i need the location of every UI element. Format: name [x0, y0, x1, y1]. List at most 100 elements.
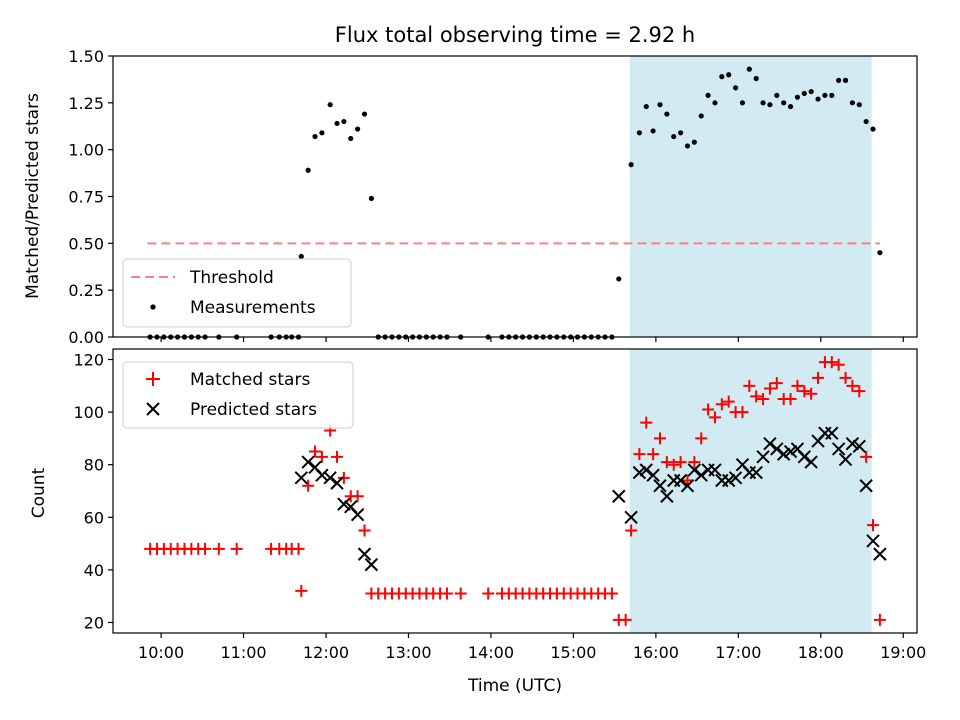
measurements-point	[760, 100, 766, 106]
matched-stars-point	[331, 450, 344, 463]
measurements-point	[678, 130, 684, 136]
predicted-stars-point	[301, 455, 315, 469]
matched-stars-point	[867, 519, 880, 532]
legend-predicted-label: Predicted stars	[190, 400, 317, 420]
matched-stars-point	[873, 613, 886, 626]
predicted-stars-point	[337, 497, 351, 511]
matched-stars-point	[750, 390, 763, 403]
measurements-point	[341, 118, 347, 125]
measurements-point	[877, 250, 883, 256]
predicted-stars-point	[825, 426, 839, 440]
matched-stars-point	[212, 542, 225, 555]
count-y-tick-label: 20	[84, 613, 104, 632]
ratio-shaded-region	[629, 56, 872, 337]
ratio-y-tick-label: 1.25	[68, 94, 104, 113]
predicted-stars-point	[852, 439, 866, 454]
predicted-stars-point	[797, 450, 812, 464]
measurements-point	[719, 74, 725, 80]
measurements-point	[616, 276, 622, 282]
predicted-stars-point	[653, 479, 667, 493]
matched-stars-point	[199, 542, 212, 555]
measurements-point	[355, 126, 361, 132]
predicted-stars-point	[639, 463, 653, 477]
measurements-point	[319, 130, 325, 136]
count-y-axis-label: Count	[29, 467, 49, 518]
matched-stars-point	[860, 450, 873, 463]
x-tick-label: 17:00	[715, 643, 761, 662]
matched-stars-point	[853, 385, 866, 398]
measurements-point	[650, 128, 656, 134]
measurements-point	[794, 94, 801, 100]
matched-stars-point	[640, 416, 653, 429]
measurements-point	[739, 100, 746, 106]
count-y-tick-label: 120	[73, 351, 104, 370]
predicted-stars-point	[728, 471, 743, 485]
matched-stars-points	[144, 356, 886, 626]
predicted-stars-point	[294, 471, 308, 485]
matched-stars-point	[619, 613, 632, 626]
measurements-point	[671, 133, 677, 140]
measurements-point	[636, 130, 642, 136]
matched-stars-point	[708, 411, 721, 424]
predicted-stars-point	[624, 510, 638, 525]
predicted-stars-point	[783, 444, 798, 459]
x-tick-label: 16:00	[633, 643, 679, 662]
predicted-stars-point	[866, 534, 880, 548]
matched-stars-point	[454, 587, 467, 600]
ratio-y-tick-label: 1.00	[68, 141, 104, 160]
matched-stars-point	[715, 398, 728, 411]
predicted-stars-point	[673, 473, 688, 488]
ratio-axes: 0.00 0.25 0.50 0.75 1.00 1.25 1.50	[68, 47, 918, 347]
matched-stars-point	[791, 379, 804, 392]
predicted-stars-point	[873, 547, 887, 561]
matched-stars-point	[337, 471, 350, 484]
measurements-point	[863, 118, 869, 125]
matched-stars-point	[798, 385, 811, 398]
predicted-stars-point	[804, 455, 818, 469]
predicted-stars-point	[323, 471, 337, 485]
x-tick-label: 14:00	[468, 643, 514, 662]
predicted-stars-point	[831, 442, 846, 456]
measurements-point	[726, 72, 732, 78]
measurements-point	[801, 90, 807, 97]
count-panel: 20 40 60 80 100 120 10:00 11:00 12:00 13:00 14:00 1…	[29, 348, 926, 696]
matched-stars-point	[736, 406, 749, 419]
predicted-stars-points	[294, 426, 887, 572]
predicted-stars-point	[694, 468, 708, 482]
matched-stars-point	[302, 479, 315, 492]
matched-stars-point	[702, 403, 715, 416]
x-tick-label: 19:00	[880, 643, 926, 662]
measurements-point	[664, 111, 670, 117]
x-tick-label: 11:00	[221, 643, 267, 662]
matched-stars-point	[832, 358, 845, 371]
measurements-point	[643, 103, 649, 110]
count-axes-frame	[112, 348, 918, 634]
predicted-stars-point	[770, 442, 784, 456]
predicted-stars-point	[632, 465, 647, 480]
ratio-y-tick-label: 0.25	[68, 281, 104, 300]
measurements-point	[774, 92, 780, 98]
legend-threshold-label: Threshold	[189, 268, 274, 288]
count-y-tick-label: 80	[84, 456, 104, 475]
predicted-stars-point	[660, 489, 674, 503]
ratio-y-axis-label: Matched/Predicted stars	[23, 93, 43, 299]
measurements-point	[787, 103, 794, 110]
predicted-stars-point	[364, 557, 379, 572]
predicted-stars-point	[680, 479, 695, 493]
matched-stars-point	[805, 387, 818, 400]
matched-stars-point	[674, 456, 687, 469]
matched-stars-point	[784, 392, 797, 405]
count-y-tick-label: 100	[73, 403, 104, 422]
matched-stars-point	[667, 458, 680, 471]
matched-stars-point	[763, 382, 776, 395]
predicted-stars-point	[330, 476, 344, 490]
measurements-point	[753, 75, 759, 82]
measurements-point	[808, 88, 814, 95]
matched-stars-point	[633, 448, 646, 461]
predicted-stars-point	[859, 479, 873, 493]
chart-title: Flux total observing time = 2.92 h	[335, 23, 695, 47]
measurements-point	[298, 253, 304, 260]
predicted-stars-point	[612, 489, 626, 503]
measurements-point	[732, 85, 739, 91]
measurements-point	[829, 92, 835, 98]
